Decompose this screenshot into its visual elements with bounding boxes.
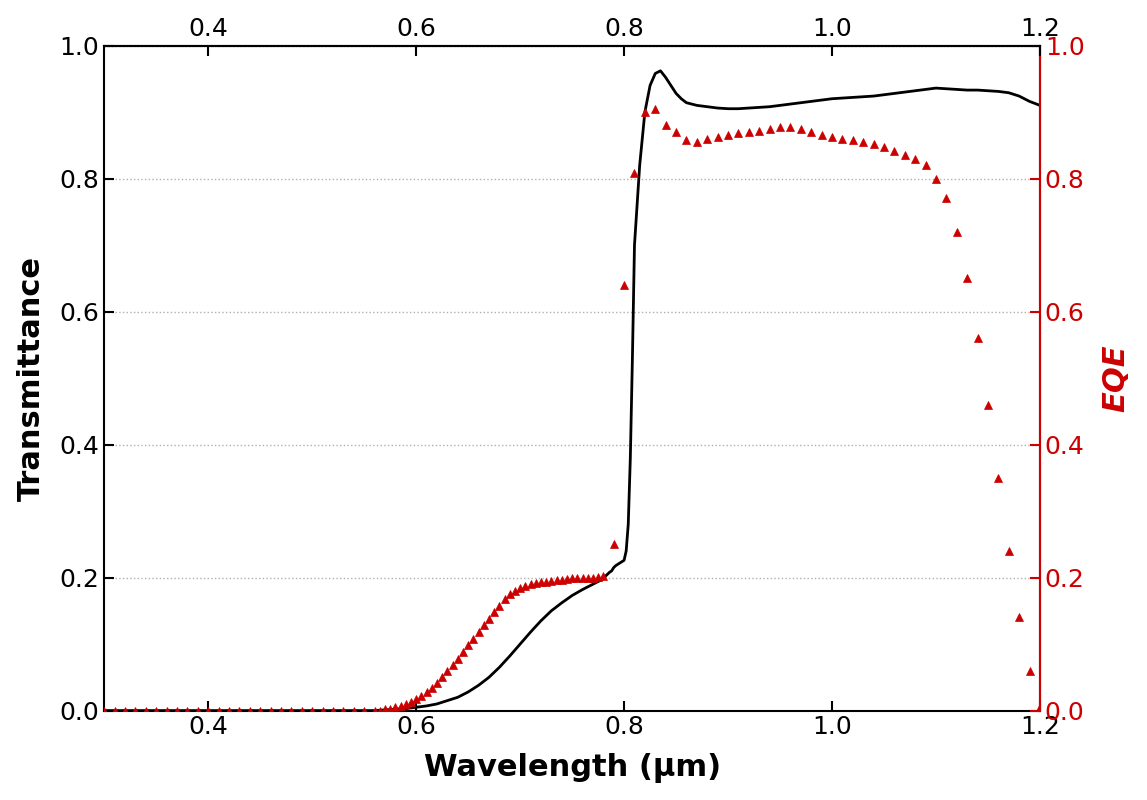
- Y-axis label: EQE: EQE: [1101, 344, 1130, 412]
- X-axis label: Wavelength (μm): Wavelength (μm): [423, 754, 720, 783]
- Y-axis label: Transmittance: Transmittance: [17, 255, 46, 501]
